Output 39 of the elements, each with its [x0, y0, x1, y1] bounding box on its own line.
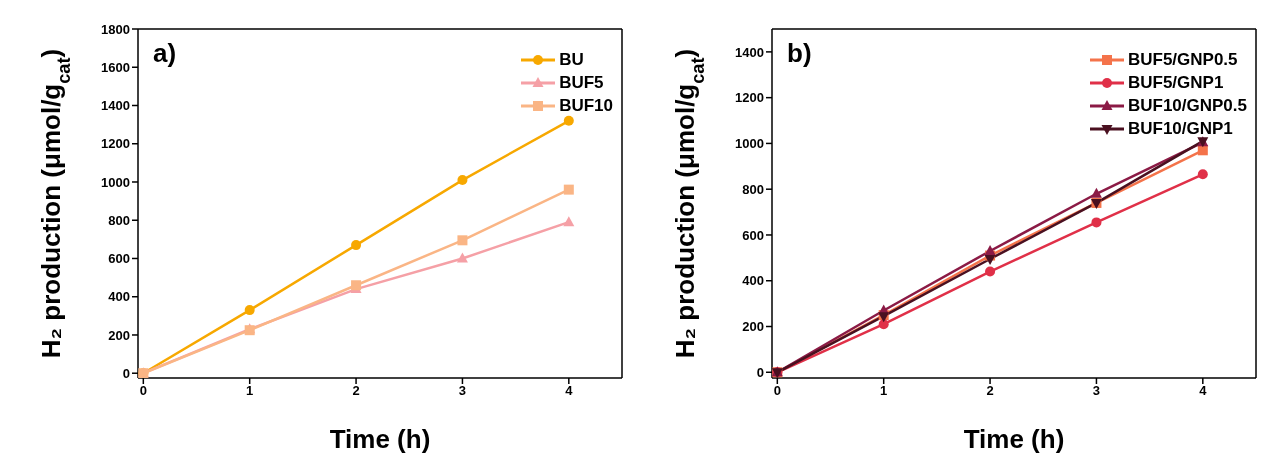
y-tick-label: 200 — [108, 327, 130, 343]
y-tick-label: 0 — [756, 364, 764, 380]
legend-label: BUF10/GNP0.5 — [1127, 95, 1247, 117]
x-tick-label: 0 — [139, 383, 147, 399]
y-tick-label: 600 — [742, 227, 764, 243]
y-tick-label: 1400 — [735, 44, 764, 60]
x-tick-label: 2 — [352, 383, 360, 399]
y-tick-label: 1000 — [735, 136, 764, 152]
x-tick-label: 0 — [773, 383, 781, 399]
legend-label: BU — [559, 49, 584, 71]
x-tick-label: 3 — [1092, 383, 1101, 399]
y-tick-label: 1600 — [101, 59, 130, 75]
y-tick-label: 1200 — [101, 136, 130, 152]
legend-label: BUF5/GNP1 — [1127, 72, 1224, 94]
x-axis-title: Time (h) — [329, 424, 431, 454]
x-tick-label: 1 — [246, 383, 254, 399]
annotation: b) — [787, 38, 812, 69]
y-tick-label: 600 — [108, 251, 130, 267]
annotation: a) — [153, 38, 177, 69]
y-tick-label: 400 — [108, 289, 130, 305]
y-tick-label: 800 — [742, 181, 764, 197]
y-tick-label: 200 — [742, 319, 764, 335]
x-tick-label: 4 — [565, 383, 574, 399]
x-tick-label: 3 — [458, 383, 467, 399]
x-tick-label: 4 — [1199, 383, 1208, 399]
y-tick-label: 1200 — [735, 90, 764, 106]
y-tick-label: 1400 — [101, 98, 130, 114]
y-tick-label: 0 — [122, 365, 130, 381]
legend-label: BUF5/GNP0.5 — [1127, 49, 1238, 71]
y-tick-label: 1800 — [101, 21, 130, 37]
x-axis-title: Time (h) — [963, 424, 1065, 454]
y-tick-label: 1000 — [101, 174, 130, 190]
legend-label: BUF10 — [559, 95, 613, 117]
y-tick-label: 400 — [742, 273, 764, 289]
x-tick-label: 1 — [880, 383, 888, 399]
legend-label: BUF5 — [559, 72, 604, 94]
y-tick-label: 800 — [108, 212, 130, 228]
x-tick-label: 2 — [986, 383, 994, 399]
legend-label: BUF10/GNP1 — [1127, 118, 1233, 140]
